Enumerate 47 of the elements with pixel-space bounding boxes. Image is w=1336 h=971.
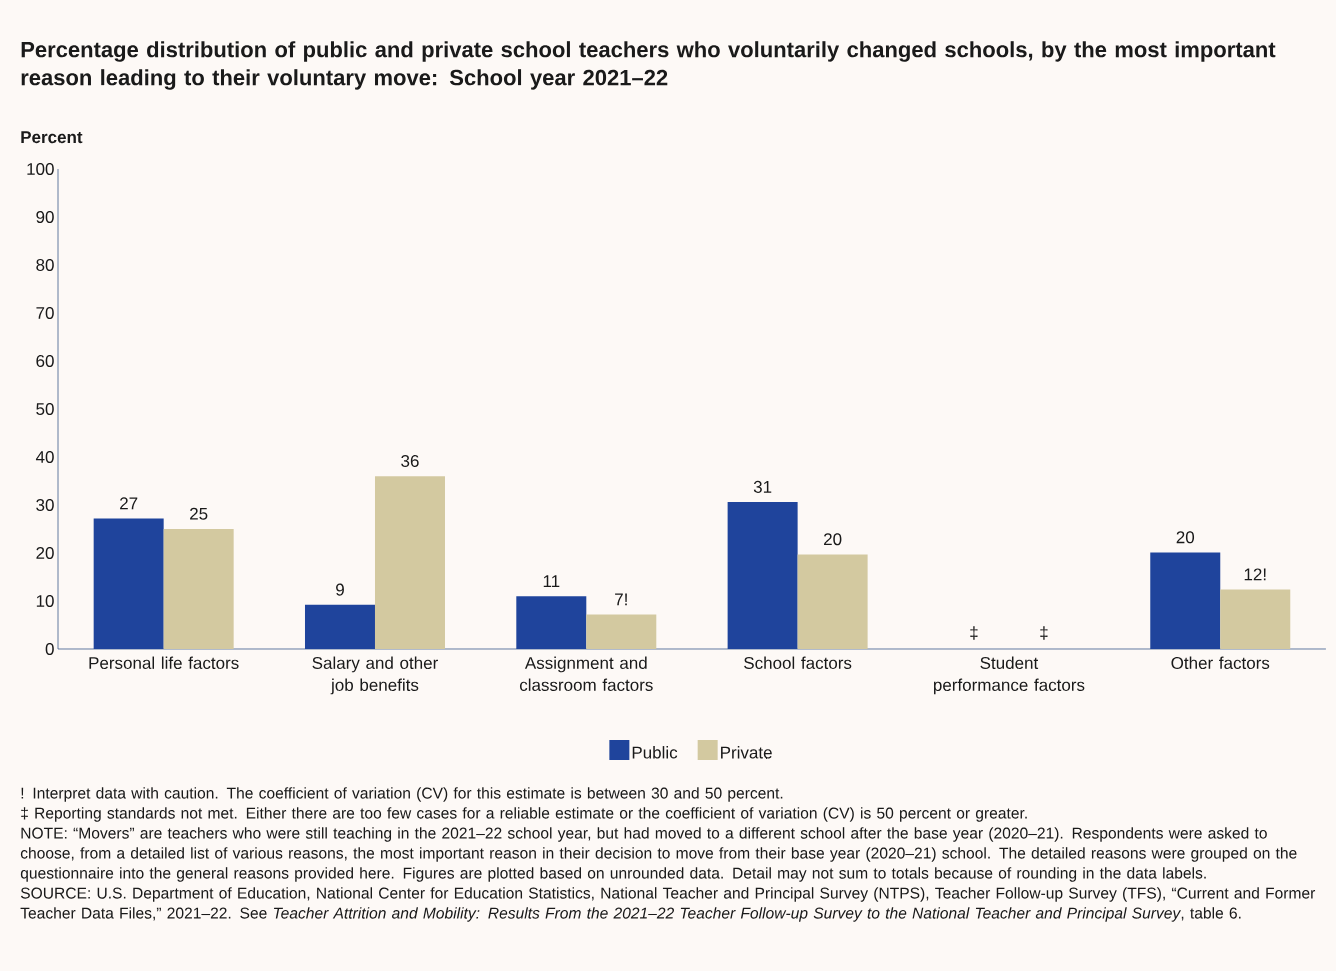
x-tick-label: Assignment and classroom factors <box>519 656 653 692</box>
y-tick-label: 50 <box>36 402 54 416</box>
y-tick-label: 0 <box>45 642 54 656</box>
bar <box>374 476 445 649</box>
data-label: 27 <box>120 497 138 510</box>
y-tick-label: 100 <box>27 162 54 176</box>
y-tick-label: 70 <box>36 306 54 320</box>
data-label: 25 <box>190 507 208 520</box>
y-tick-label: 90 <box>36 210 54 224</box>
bar <box>516 596 587 649</box>
x-tick-label: Other factors <box>1171 656 1270 670</box>
bar <box>727 502 798 649</box>
y-tick-label: 30 <box>36 498 54 512</box>
x-tick-label: Personal life factors <box>89 656 239 670</box>
data-label: 12! <box>1244 568 1266 581</box>
data-label: 20 <box>1176 531 1195 544</box>
bar <box>1220 589 1291 649</box>
text: ‡ <box>1040 626 1048 640</box>
chart-title: Percentage distribution of public and private school teachers who voluntarily changed schools, by the most important reason leading to their voluntary move: School year 2021–22 <box>21 41 1276 90</box>
data-label: 7! <box>615 593 627 606</box>
data-label: 11 <box>543 575 560 587</box>
y-axis-title: Percent <box>21 131 83 144</box>
text: ! Interpret data with caution. The coefficient of variation (CV) for this estimate is between 30 and 50 percent. <box>21 787 783 802</box>
x-tick-label: Salary and other job benefits <box>312 656 438 695</box>
bar <box>586 614 657 649</box>
bar <box>1150 552 1221 649</box>
source-note: SOURCE: U.S. Department of Education, National Center for Education Statistics, National Teacher and Principal Survey (NTPS), Teacher Follow-up Survey (TFS), “Current and Former Teacher Data Files,” 2021–22. See Teacher Attrition and Mobility: Results From the 2021–22 Teacher Follow-up Survey to the National Teacher and Principal Survey, table 6. <box>20 887 1316 922</box>
y-tick-label: 10 <box>36 594 54 608</box>
bar <box>304 604 375 649</box>
x-tick-label: School factors <box>744 656 852 670</box>
data-label: 9 <box>336 583 344 596</box>
y-tick-label: 80 <box>36 258 54 272</box>
data-label: 31 <box>753 480 772 493</box>
legend-label: Public <box>632 746 678 759</box>
x-tick-label: Student performance factors <box>933 656 1085 695</box>
bar <box>163 528 234 649</box>
bar <box>93 518 164 649</box>
bar <box>797 554 868 649</box>
y-tick-label: 40 <box>35 450 54 464</box>
data-label: 36 <box>401 454 419 467</box>
y-tick-label: 60 <box>36 354 54 368</box>
data-label: 20 <box>824 533 842 546</box>
text: NOTE: “Movers” are teachers who were still teaching in the 2021–22 school year, but had moved to a different school after the base year (2020–21). Respondents were asked to choose, from a detailed list of various reasons, the most important reason in their decision to move from their base year (2020–21) school. The detailed reasons were grouped on the questionnaire into the general reasons provided here. Figures are plotted based on unrounded data. Detail may not sum to totals because of rounding in the data labels. <box>20 827 1297 882</box>
legend-label: Private <box>721 746 772 759</box>
text: ‡ <box>970 626 978 640</box>
text: ‡ Reporting standards not met. Either there are too few cases for a reliable estimate or the coefficient of variation (CV) is 50 percent or greater. <box>21 807 1027 822</box>
y-tick-label: 20 <box>36 546 54 560</box>
